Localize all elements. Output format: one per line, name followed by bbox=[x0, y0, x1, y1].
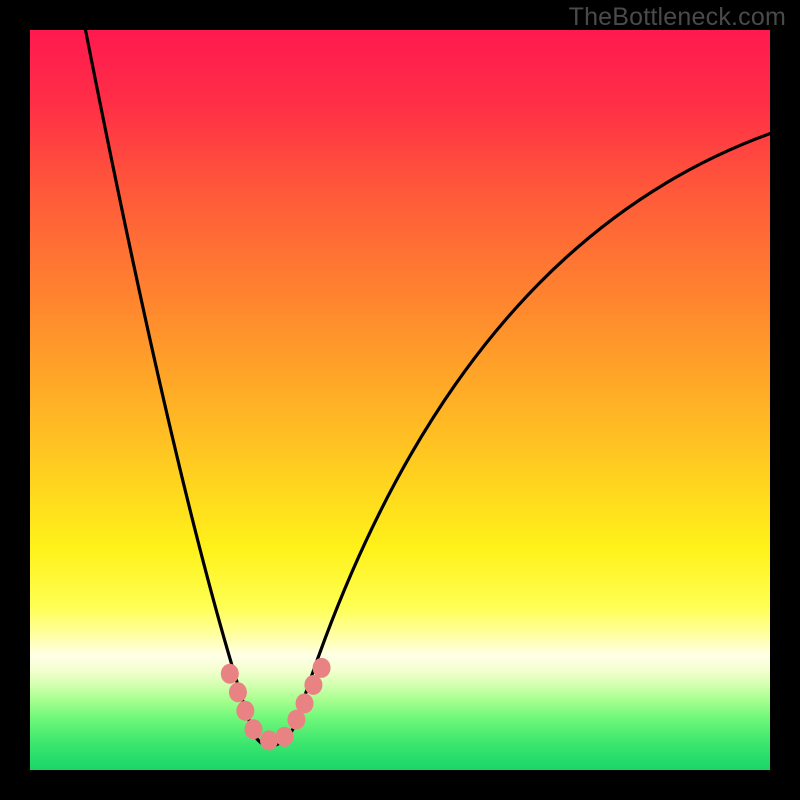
marker-point bbox=[313, 658, 331, 678]
watermark-text: TheBottleneck.com bbox=[569, 3, 786, 32]
marker-cluster bbox=[221, 658, 331, 751]
marker-point bbox=[236, 701, 254, 721]
marker-point bbox=[244, 719, 262, 739]
marker-point bbox=[229, 682, 247, 702]
marker-point bbox=[221, 664, 239, 684]
marker-point bbox=[276, 727, 294, 747]
marker-point bbox=[304, 675, 322, 695]
bottleneck-curve-layer bbox=[30, 30, 770, 770]
chart-stage: TheBottleneck.com bbox=[0, 0, 800, 800]
bottleneck-curve bbox=[86, 30, 771, 746]
marker-point bbox=[296, 693, 314, 713]
marker-point bbox=[260, 730, 278, 750]
plot-area bbox=[30, 30, 770, 770]
